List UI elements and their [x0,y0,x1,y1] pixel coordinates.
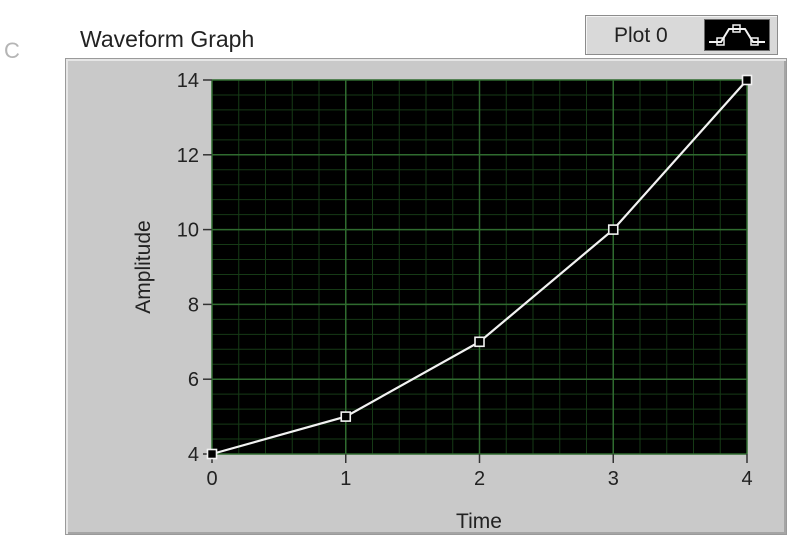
x-tick-label: 4 [741,468,752,490]
edge-glyph: C [4,38,20,63]
x-tick-label: 2 [474,468,485,490]
grid [211,79,748,455]
line-with-square-markers-icon[interactable] [704,19,770,51]
y-tick-label: 6 [188,369,199,391]
data-point-marker [340,411,352,422]
y-tick-label: 12 [177,145,199,167]
graph-label: Waveform Graph [80,26,255,52]
data-point-marker [607,224,619,235]
x-tick-label: 0 [206,468,217,490]
y-tick-label: 8 [188,294,199,316]
series-layer [206,74,753,460]
x-tick-label: 1 [340,468,351,490]
y-tick-label: 10 [177,220,199,242]
data-point-marker [206,448,218,460]
y-axis-title: Amplitude [132,220,155,313]
data-point-marker [474,336,485,348]
x-tick-label: 3 [608,468,619,490]
legend-swatch-glyph [709,24,765,46]
x-axis-title: Time [456,510,502,533]
data-point-marker [741,74,753,86]
legend-plot-name: Plot 0 [614,24,668,47]
y-tick-label: 14 [177,70,199,92]
y-tick-label: 4 [188,444,199,466]
plot-legend[interactable]: Plot 0 [585,15,778,55]
